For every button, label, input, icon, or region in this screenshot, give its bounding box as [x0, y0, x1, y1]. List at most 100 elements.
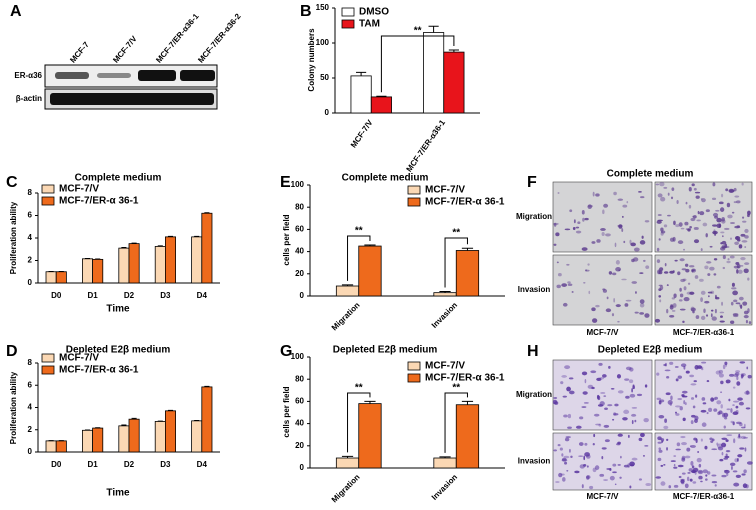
- bar: [55, 440, 67, 453]
- cell: [721, 474, 727, 478]
- cell: [717, 446, 724, 451]
- chart-title: Complete medium: [342, 173, 429, 184]
- cell: [681, 442, 687, 446]
- cell: [617, 320, 620, 323]
- cell: [585, 269, 590, 272]
- x-tick-label: MCF-7/V: [349, 118, 375, 150]
- y-tick-label: 0: [28, 447, 33, 456]
- cell: [658, 447, 662, 451]
- cell: [598, 362, 603, 366]
- bar: [358, 403, 382, 469]
- cell: [677, 398, 683, 401]
- micrograph: [552, 181, 653, 253]
- cell: [602, 289, 608, 293]
- cell: [740, 233, 746, 237]
- cell: [673, 463, 676, 467]
- cell: [642, 454, 645, 457]
- x-tick-label: Migration: [330, 300, 362, 332]
- cell: [667, 192, 670, 196]
- cell: [713, 408, 718, 412]
- cell: [690, 307, 696, 312]
- x-tick-label: D3: [160, 460, 171, 469]
- cell: [711, 197, 717, 201]
- cell: [732, 404, 735, 407]
- row-label: Invasion: [518, 285, 551, 294]
- cell: [700, 438, 703, 442]
- cell: [746, 461, 753, 465]
- cell: [635, 291, 637, 294]
- cell: [689, 478, 693, 482]
- cell: [555, 232, 560, 237]
- cell: [735, 409, 739, 415]
- cell: [732, 386, 736, 389]
- cell: [732, 470, 738, 473]
- cell: [732, 313, 739, 316]
- cell: [683, 296, 690, 302]
- cell: [621, 278, 627, 281]
- cell: [681, 455, 686, 461]
- cell: [700, 315, 706, 321]
- cell: [642, 259, 646, 262]
- cell: [690, 444, 696, 448]
- cell: [625, 395, 630, 399]
- cell: [730, 301, 734, 306]
- cell: [692, 405, 696, 409]
- cell: [610, 387, 615, 390]
- cell: [588, 290, 591, 295]
- cell: [724, 416, 728, 420]
- cell: [567, 281, 571, 284]
- bar: [455, 250, 480, 297]
- x-tick-label: D1: [87, 460, 98, 469]
- cell: [732, 421, 735, 426]
- cell: [558, 472, 563, 478]
- cell: [587, 204, 592, 209]
- chart: D Depleted E2β medium 0 2 4 6 8 D0 D1 D2 D3 D4 MCF-7…: [6, 343, 220, 499]
- cell: [584, 379, 587, 384]
- micrograph-panel: F Complete medium Migration Invasion MCF-7/V…: [516, 169, 753, 337]
- cell: [714, 294, 717, 300]
- legend-swatch: [341, 19, 355, 29]
- cell: [733, 438, 736, 444]
- bar: [118, 247, 130, 284]
- cell: [732, 411, 739, 416]
- annotation: **: [355, 226, 363, 237]
- legend-label: DMSO: [359, 7, 389, 18]
- cell: [692, 481, 697, 484]
- cell: [678, 222, 683, 227]
- cell: [675, 448, 681, 451]
- x-tick-label: D2: [124, 291, 135, 300]
- y-tick-label: 60: [295, 397, 304, 406]
- cell: [725, 439, 729, 442]
- cell: [690, 397, 695, 400]
- cell: [735, 370, 740, 373]
- cell: [706, 380, 710, 383]
- y-tick-label: 100: [316, 38, 330, 47]
- cell: [616, 374, 622, 379]
- cell: [674, 405, 681, 408]
- cell: [736, 375, 739, 381]
- band: [50, 93, 214, 105]
- cell: [720, 404, 723, 409]
- cell: [683, 248, 685, 251]
- cell: [707, 291, 713, 294]
- cell: [612, 471, 617, 474]
- cell: [619, 476, 622, 479]
- x-tick-label: D2: [124, 460, 135, 469]
- cell: [566, 263, 570, 266]
- cell: [669, 315, 675, 318]
- y-tick-label: 150: [316, 3, 330, 12]
- bar: [154, 421, 166, 453]
- cell: [657, 441, 662, 444]
- cell: [702, 222, 708, 227]
- cell: [720, 231, 725, 234]
- cell: [629, 485, 632, 489]
- column-label: MCF-7/ER-α36-1: [673, 492, 735, 501]
- cell: [740, 257, 746, 261]
- cell: [656, 220, 662, 224]
- x-tick-label: D0: [51, 291, 62, 300]
- cell: [631, 420, 634, 425]
- cell: [605, 308, 612, 313]
- cell: [559, 447, 563, 451]
- cell: [666, 447, 668, 451]
